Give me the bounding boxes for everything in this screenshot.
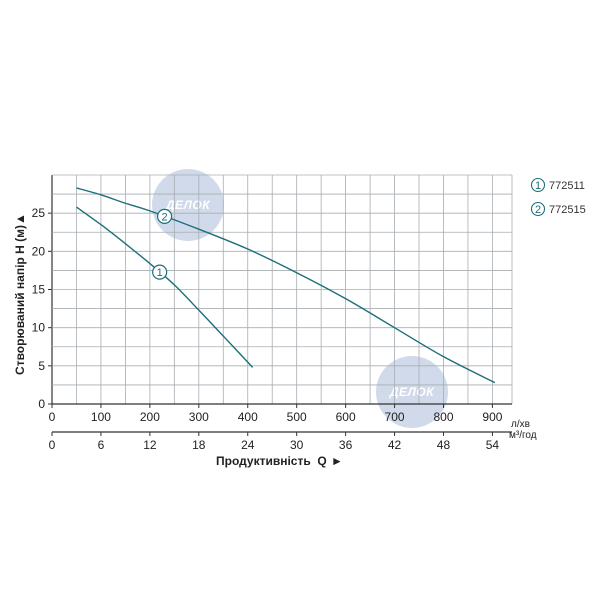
y-axis-title: Створюваний напір H (м) [13,225,27,375]
x-tick-label-secondary: 18 [192,438,206,452]
legend: 1 772511 2 772515 [530,177,586,217]
x-tick-label-secondary: 36 [339,438,353,452]
y-tick-label: 20 [32,244,46,258]
x-tick-label-secondary: 30 [290,438,304,452]
x-tick-label-primary: 900 [482,410,502,424]
watermark-circle [376,356,448,428]
series-marker-1 [152,264,168,280]
watermark-circle [152,169,224,241]
x-tick-label-primary: 700 [385,410,405,424]
legend-marker-1 [530,177,546,193]
x-tick-label-primary: 100 [91,410,111,424]
x-tick-label-secondary: 0 [49,438,56,452]
tick-labels: 0 5 10 15 20 25 0 100 200 300 400 500 600 700 800 900 0 6… [32,206,512,452]
y-tick-label: 25 [32,206,46,220]
legend-label: 772511 [549,180,585,192]
x-tick-label-primary: 500 [287,410,307,424]
x-tick-label-secondary: 54 [486,438,500,452]
y-tick-label: 10 [32,321,46,335]
y-tick-label: 0 [38,397,45,411]
x-tick-label-secondary: 24 [241,438,255,452]
x-tick-label-secondary: 12 [143,438,157,452]
watermark-text: ДЕЛОК [165,198,211,212]
legend-marker-label: 1 [535,180,541,192]
x-tick-label-primary: 800 [433,410,453,424]
x-tick-label-primary: 300 [189,410,209,424]
series-marker-2 [156,208,173,224]
x-tick-label-primary: 400 [238,410,258,424]
y-tick-label: 15 [32,283,46,297]
x-unit-secondary: м³/год [509,430,537,441]
watermark-layer: ДЕЛОК ДЕЛОК [152,169,448,428]
x-axis-title: Продуктивність Q [216,454,327,468]
watermark-text: ДЕЛОК [389,385,435,399]
x-axis-arrow: ► [331,454,343,468]
y-axis-arrow: ▲ [13,213,27,225]
legend-label: 772515 [549,204,586,216]
series-layer: 12 [76,187,496,384]
legend-marker-label: 2 [535,204,541,216]
x-tick-label-primary: 0 [49,410,56,424]
grid [51,174,513,405]
x-unit-primary: л/хв [511,419,530,430]
series-line-772515 [76,187,496,384]
y-tick-label: 5 [38,359,45,373]
x-tick-label-secondary: 48 [437,438,451,452]
x-tick-label-primary: 200 [140,410,160,424]
series-marker-label: 1 [157,267,163,279]
legend-marker-2 [530,201,546,217]
x-tick-label-secondary: 6 [98,438,105,452]
x-tick-label-primary: 600 [336,410,356,424]
x-tick-label-secondary: 42 [388,438,402,452]
series-marker-label: 2 [161,211,167,223]
